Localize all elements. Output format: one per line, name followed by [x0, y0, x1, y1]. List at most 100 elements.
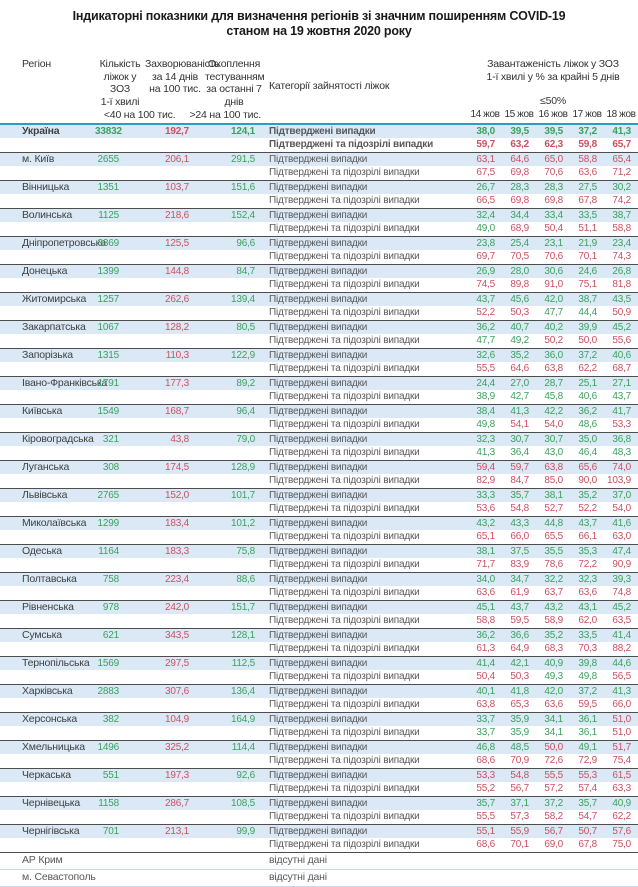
empty-cell [145, 334, 205, 348]
occupancy-value: 35,7 [502, 487, 536, 502]
beds-value: 1299 [95, 515, 145, 530]
testing-value: 112,5 [205, 655, 263, 670]
occupancy-value: 26,8 [604, 263, 638, 278]
occupancy-value: 64,9 [502, 642, 536, 656]
testing-value: 152,4 [205, 207, 263, 222]
region-name: Донецька [0, 263, 95, 278]
occupancy-value: 46,8 [468, 739, 502, 754]
header-date-3: 16 жов [538, 108, 568, 120]
occupancy-value: 50,3 [502, 306, 536, 320]
testing-value: 80,5 [205, 319, 263, 334]
empty-cell [205, 726, 263, 740]
empty-cell [95, 390, 145, 404]
occupancy-value: 33,5 [570, 207, 604, 222]
empty-cell [95, 726, 145, 740]
table-row: Луганська 308 174,5 128,9 Підтверджені випад… [0, 459, 638, 474]
empty-cell [145, 390, 205, 404]
occupancy-value: 83,9 [502, 558, 536, 572]
region-name: Житомирська [0, 291, 95, 306]
occupancy-value: 56,5 [604, 670, 638, 684]
occupancy-value: 49,8 [570, 670, 604, 684]
empty-cell [536, 852, 570, 870]
occupancy-value: 45,2 [604, 599, 638, 614]
occupancy-value: 33,7 [468, 726, 502, 740]
beds-value: 621 [95, 627, 145, 642]
category-confirmed-label: Підтверджені випадки [263, 683, 468, 698]
empty-cell [570, 852, 604, 870]
table-row: Київська 1549 168,7 96,4 Підтверджені випадк… [0, 403, 638, 418]
occupancy-value: 48,5 [502, 739, 536, 754]
empty-cell [205, 530, 263, 544]
category-suspected-label: Підтверджені та підозрілі випадки [263, 530, 468, 544]
occupancy-value: 28,3 [536, 179, 570, 194]
region-name: Дніпропетровська [0, 235, 106, 250]
occupancy-value: 61,5 [604, 767, 638, 782]
occupancy-value: 47,4 [604, 543, 638, 558]
category-suspected-label: Підтверджені та підозрілі випадки [263, 446, 468, 460]
occupancy-value: 65,0 [536, 151, 570, 166]
empty-cell [205, 869, 263, 887]
empty-cell [95, 810, 145, 824]
occupancy-value: 28,0 [502, 263, 536, 278]
occupancy-value: 58,9 [536, 614, 570, 628]
occupancy-value: 28,7 [536, 375, 570, 390]
beds-value: 758 [95, 571, 145, 586]
occupancy-value: 33,5 [570, 627, 604, 642]
table-row: Підтверджені та підозрілі випадки 63,6 61,… [0, 586, 638, 600]
empty-cell [0, 194, 95, 208]
occupancy-value: 42,2 [536, 403, 570, 418]
occupancy-value: 43,2 [536, 599, 570, 614]
occupancy-value: 41,8 [502, 683, 536, 698]
beds-value: 978 [95, 599, 145, 614]
occupancy-value: 63,3 [604, 782, 638, 796]
category-suspected-label: Підтверджені та підозрілі випадки [263, 586, 468, 600]
testing-value: 122,9 [205, 347, 263, 362]
testing-value: 96,4 [205, 403, 263, 418]
empty-cell [145, 166, 205, 180]
incidence-value: 152,0 [145, 487, 205, 502]
occupancy-value: 55,9 [502, 823, 536, 838]
occupancy-value: 35,9 [502, 711, 536, 726]
occupancy-value: 34,0 [468, 571, 502, 586]
occupancy-value: 63,7 [536, 586, 570, 600]
header-category: Категорії зайнятості ліжок [269, 79, 390, 92]
category-suspected-label: Підтверджені та підозрілі випадки [263, 558, 468, 572]
region-name: Миколаївська [0, 515, 95, 530]
beds-value: 308 [95, 459, 145, 474]
occupancy-value: 53,3 [604, 418, 638, 432]
table-row: Підтверджені та підозрілі випадки 67,5 69,… [0, 166, 638, 180]
empty-cell [145, 810, 205, 824]
empty-cell [0, 782, 95, 796]
occupancy-value: 40,6 [604, 347, 638, 362]
empty-cell [205, 558, 263, 572]
table-row: Підтверджені та підозрілі випадки 61,3 64,… [0, 642, 638, 656]
occupancy-value: 33,7 [468, 711, 502, 726]
occupancy-value: 55,2 [468, 782, 502, 796]
table-row: Україна 33832 192,7 124,1 Підтверджені випад… [0, 123, 638, 138]
beds-value: 1125 [95, 207, 145, 222]
occupancy-value: 43,3 [502, 515, 536, 530]
empty-cell [95, 698, 145, 712]
empty-cell [205, 810, 263, 824]
table-row: Підтверджені та підозрілі випадки 65,1 66,… [0, 530, 638, 544]
occupancy-value: 55,1 [468, 823, 502, 838]
occupancy-value: 72,6 [536, 754, 570, 768]
empty-cell [95, 306, 145, 320]
empty-cell [95, 166, 145, 180]
occupancy-value: 74,0 [604, 459, 638, 474]
occupancy-value: 59,5 [502, 614, 536, 628]
occupancy-value: 23,8 [468, 235, 502, 250]
table-row: Харківська 2883 307,6 136,4 Підтверджені вип… [0, 683, 638, 698]
empty-cell [95, 869, 145, 887]
empty-cell [145, 852, 205, 870]
incidence-value: 286,7 [145, 795, 205, 810]
empty-cell [145, 614, 205, 628]
occupancy-value: 55,5 [536, 767, 570, 782]
testing-value: 136,4 [205, 683, 263, 698]
empty-cell [145, 670, 205, 684]
table-row: Підтверджені та підозрілі випадки 82,9 84,… [0, 474, 638, 488]
occupancy-value: 40,2 [536, 319, 570, 334]
occupancy-value: 63,8 [536, 459, 570, 474]
table-row: Одеська 1164 183,3 75,8 Підтверджені випадки… [0, 543, 638, 558]
empty-cell [95, 362, 145, 376]
